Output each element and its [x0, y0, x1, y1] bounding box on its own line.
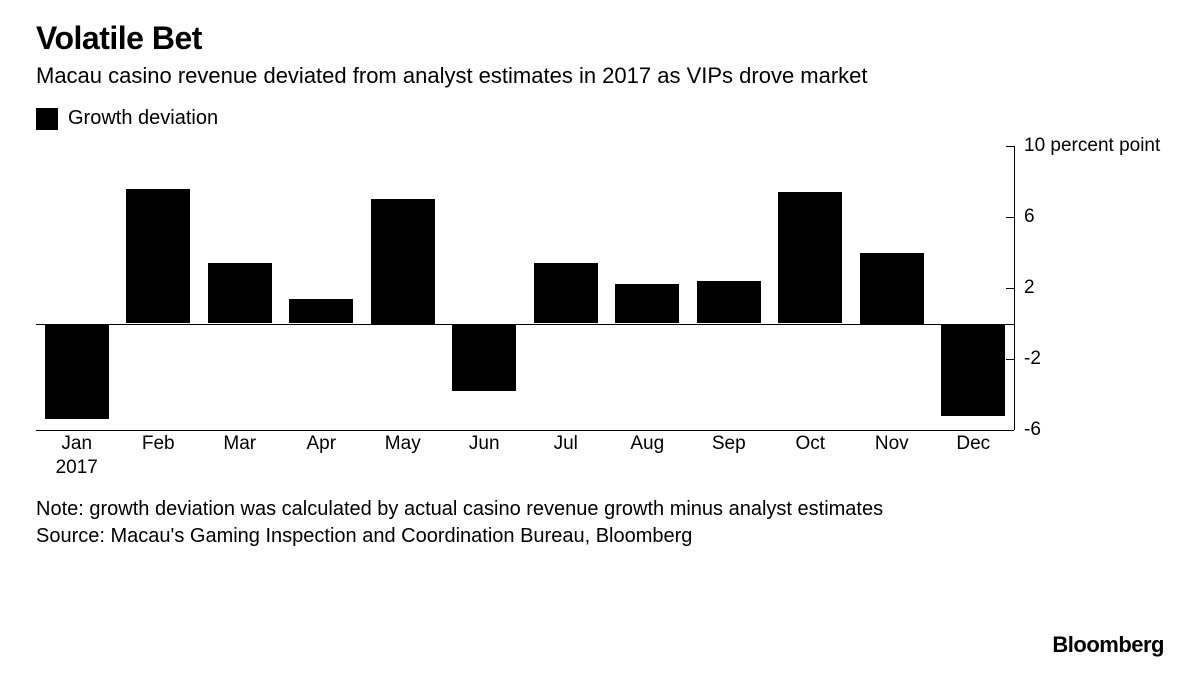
- x-tick-label: Mar: [223, 432, 256, 456]
- x-tick-label: Oct: [795, 432, 825, 456]
- y-tick: [1006, 288, 1014, 289]
- bar: [941, 324, 1005, 416]
- x-axis-labels: Jan2017 Feb Mar Apr May Jun Jul Aug Sep Oct Nov Dec: [36, 430, 1014, 478]
- x-tick-label: Feb: [142, 432, 175, 456]
- zero-line: [36, 324, 1014, 325]
- chart-source: Source: Macau's Gaming Inspection and Co…: [36, 523, 1164, 550]
- y-tick: [1006, 359, 1014, 360]
- bar: [371, 199, 435, 323]
- legend-label: Growth deviation: [68, 107, 218, 130]
- x-tick-label: Dec: [956, 432, 990, 456]
- x-tick-label: May: [385, 432, 421, 456]
- chart-footer: Note: growth deviation was calculated by…: [36, 496, 1164, 550]
- chart-title: Volatile Bet: [36, 20, 1164, 57]
- y-tick: [1006, 146, 1014, 147]
- chart-note: Note: growth deviation was calculated by…: [36, 496, 1164, 523]
- plot-area: [36, 146, 1014, 430]
- chart: -6-22610 percent point Jan2017FebMarAprM…: [36, 146, 1164, 478]
- x-tick-label: Apr: [306, 432, 336, 456]
- x-tick-label: Jan2017: [56, 432, 98, 480]
- bar: [452, 324, 516, 391]
- x-tick-label: Nov: [875, 432, 909, 456]
- y-tick-label: -2: [1024, 348, 1041, 370]
- legend: Growth deviation: [36, 107, 1164, 130]
- bar: [208, 263, 272, 323]
- bar: [45, 324, 109, 420]
- bar: [697, 281, 761, 324]
- x-tick-label: Sep: [712, 432, 746, 456]
- y-tick-label: 2: [1024, 277, 1035, 299]
- y-tick: [1006, 217, 1014, 218]
- x-tick-label: Jul: [554, 432, 578, 456]
- brand-logo: Bloomberg: [1052, 632, 1164, 658]
- bar: [126, 189, 190, 324]
- bar: [534, 263, 598, 323]
- x-tick-label: Aug: [630, 432, 664, 456]
- bars-layer: [36, 146, 1014, 430]
- chart-subtitle: Macau casino revenue deviated from analy…: [36, 63, 1164, 89]
- bar: [778, 192, 842, 323]
- bar: [289, 299, 353, 324]
- y-axis: -6-22610 percent point: [1014, 146, 1164, 430]
- bar: [860, 253, 924, 324]
- x-tick-label: Jun: [469, 432, 500, 456]
- legend-swatch: [36, 108, 58, 130]
- y-tick-label: 10 percent point: [1024, 135, 1160, 157]
- y-tick-label: -6: [1024, 419, 1041, 441]
- y-tick-label: 6: [1024, 206, 1035, 228]
- bar: [615, 284, 679, 323]
